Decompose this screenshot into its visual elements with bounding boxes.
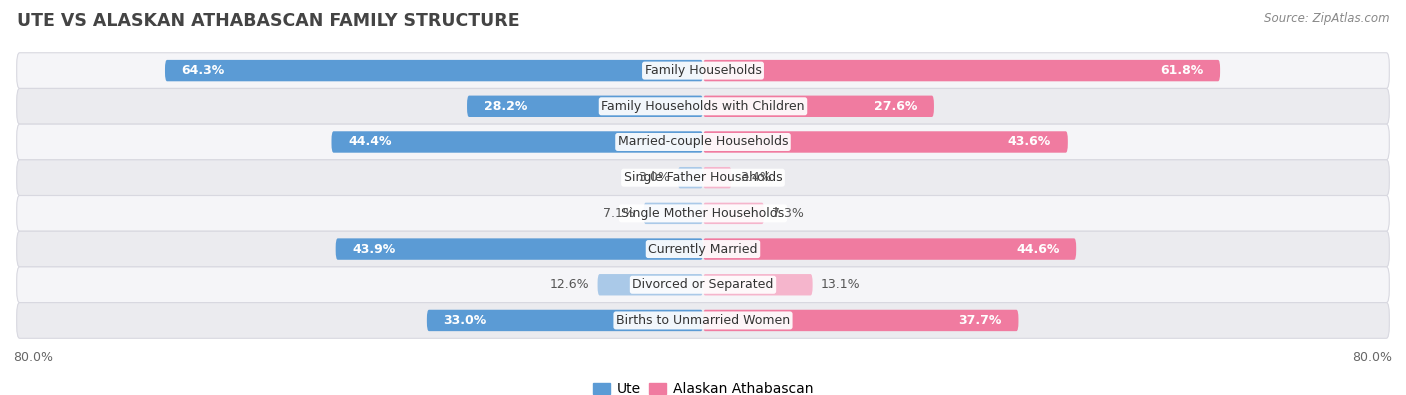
FancyBboxPatch shape (644, 203, 703, 224)
Legend: Ute, Alaskan Athabascan: Ute, Alaskan Athabascan (588, 377, 818, 395)
Text: 12.6%: 12.6% (550, 278, 589, 291)
FancyBboxPatch shape (17, 267, 1389, 303)
FancyBboxPatch shape (703, 60, 1220, 81)
Text: Single Mother Households: Single Mother Households (621, 207, 785, 220)
FancyBboxPatch shape (703, 131, 1067, 153)
FancyBboxPatch shape (17, 53, 1389, 88)
Text: Divorced or Separated: Divorced or Separated (633, 278, 773, 291)
FancyBboxPatch shape (703, 167, 731, 188)
Text: Family Households with Children: Family Households with Children (602, 100, 804, 113)
Text: 33.0%: 33.0% (444, 314, 486, 327)
FancyBboxPatch shape (427, 310, 703, 331)
FancyBboxPatch shape (332, 131, 703, 153)
FancyBboxPatch shape (17, 231, 1389, 267)
Text: 3.4%: 3.4% (740, 171, 772, 184)
FancyBboxPatch shape (598, 274, 703, 295)
Text: Currently Married: Currently Married (648, 243, 758, 256)
FancyBboxPatch shape (467, 96, 703, 117)
Text: 43.6%: 43.6% (1008, 135, 1052, 149)
FancyBboxPatch shape (703, 274, 813, 295)
Text: Family Households: Family Households (644, 64, 762, 77)
Text: 37.7%: 37.7% (959, 314, 1001, 327)
Text: Source: ZipAtlas.com: Source: ZipAtlas.com (1264, 12, 1389, 25)
Text: 44.6%: 44.6% (1017, 243, 1060, 256)
Text: 61.8%: 61.8% (1160, 64, 1204, 77)
FancyBboxPatch shape (336, 238, 703, 260)
Text: 13.1%: 13.1% (821, 278, 860, 291)
Text: 28.2%: 28.2% (484, 100, 527, 113)
Text: 43.9%: 43.9% (353, 243, 395, 256)
FancyBboxPatch shape (678, 167, 703, 188)
Text: Single Father Households: Single Father Households (624, 171, 782, 184)
Text: 27.6%: 27.6% (875, 100, 917, 113)
Text: Married-couple Households: Married-couple Households (617, 135, 789, 149)
FancyBboxPatch shape (17, 196, 1389, 231)
FancyBboxPatch shape (703, 310, 1018, 331)
Text: 7.3%: 7.3% (772, 207, 804, 220)
FancyBboxPatch shape (17, 303, 1389, 338)
Text: 3.0%: 3.0% (638, 171, 669, 184)
Text: Births to Unmarried Women: Births to Unmarried Women (616, 314, 790, 327)
Text: 44.4%: 44.4% (349, 135, 392, 149)
FancyBboxPatch shape (703, 203, 763, 224)
FancyBboxPatch shape (17, 160, 1389, 196)
FancyBboxPatch shape (703, 96, 934, 117)
FancyBboxPatch shape (17, 124, 1389, 160)
Text: UTE VS ALASKAN ATHABASCAN FAMILY STRUCTURE: UTE VS ALASKAN ATHABASCAN FAMILY STRUCTU… (17, 12, 519, 30)
FancyBboxPatch shape (703, 238, 1076, 260)
Text: 7.1%: 7.1% (603, 207, 636, 220)
FancyBboxPatch shape (165, 60, 703, 81)
Text: 64.3%: 64.3% (181, 64, 225, 77)
FancyBboxPatch shape (17, 88, 1389, 124)
